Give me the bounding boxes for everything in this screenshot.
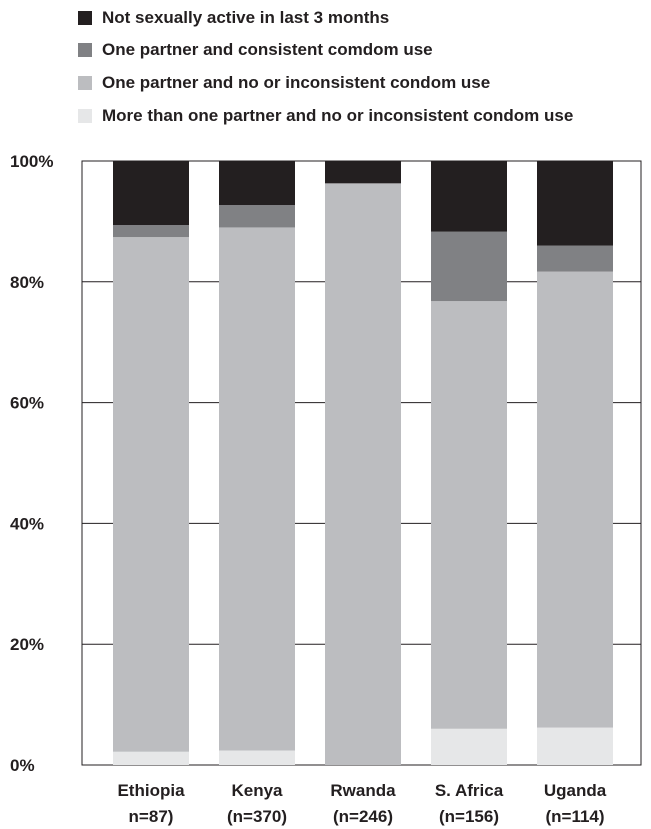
bar-segment [113,751,189,765]
bar-segment [431,728,507,765]
bar-segment [537,271,613,728]
bar-segment [537,161,613,246]
legend-label-not-active: Not sexually active in last 3 months [102,8,390,27]
legend-swatch-one-partner-inconsistent [78,76,92,90]
bar-segment [431,161,507,232]
legend-label-multiple-partners: More than one partner and no or inconsis… [102,106,574,125]
x-tick-label: n=87) [129,807,174,826]
y-tick-label: 20% [10,635,44,654]
legend-item-multiple-partners: More than one partner and no or inconsis… [78,104,573,128]
x-tick-label: (n=114) [545,807,604,826]
x-tick-label: Ethiopia [117,781,185,800]
bar-segment [537,727,613,765]
x-tick-label: (n=156) [439,807,499,826]
bar-segment [537,245,613,272]
bar-segment [219,750,295,765]
bar-segment [431,301,507,729]
bar-segment [113,225,189,238]
bar-segment [325,161,401,184]
bar-segment [219,205,295,228]
legend-swatch-multiple-partners [78,109,92,123]
legend-item-not-active: Not sexually active in last 3 months [78,6,389,30]
x-tick-label: (n=246) [333,807,393,826]
y-tick-label: 100% [10,152,53,171]
legend-item-one-partner-consistent: One partner and consistent comdom use [78,38,433,62]
bar-segment [113,237,189,752]
legend-item-one-partner-inconsistent: One partner and no or inconsistent condo… [78,71,490,95]
bar-segment [219,161,295,206]
x-tick-label: Kenya [231,781,283,800]
bar-segment [431,231,507,302]
legend-label-one-partner-consistent: One partner and consistent comdom use [102,40,433,59]
x-tick-label: Uganda [544,781,607,800]
y-tick-label: 80% [10,273,44,292]
legend-swatch-not-active [78,11,92,25]
y-tick-label: 0% [10,756,35,775]
y-tick-label: 40% [10,514,44,533]
x-tick-label: Rwanda [330,781,396,800]
x-tick-label: (n=370) [227,807,287,826]
x-tick-label: S. Africa [435,781,504,800]
chart-legend: Not sexually active in last 3 months One… [0,0,651,140]
bar-segment [219,227,295,751]
legend-swatch-one-partner-consistent [78,43,92,57]
y-tick-label: 60% [10,394,44,413]
bar-segment [113,161,189,226]
bar-segment [325,183,401,765]
legend-label-one-partner-inconsistent: One partner and no or inconsistent condo… [102,73,491,92]
